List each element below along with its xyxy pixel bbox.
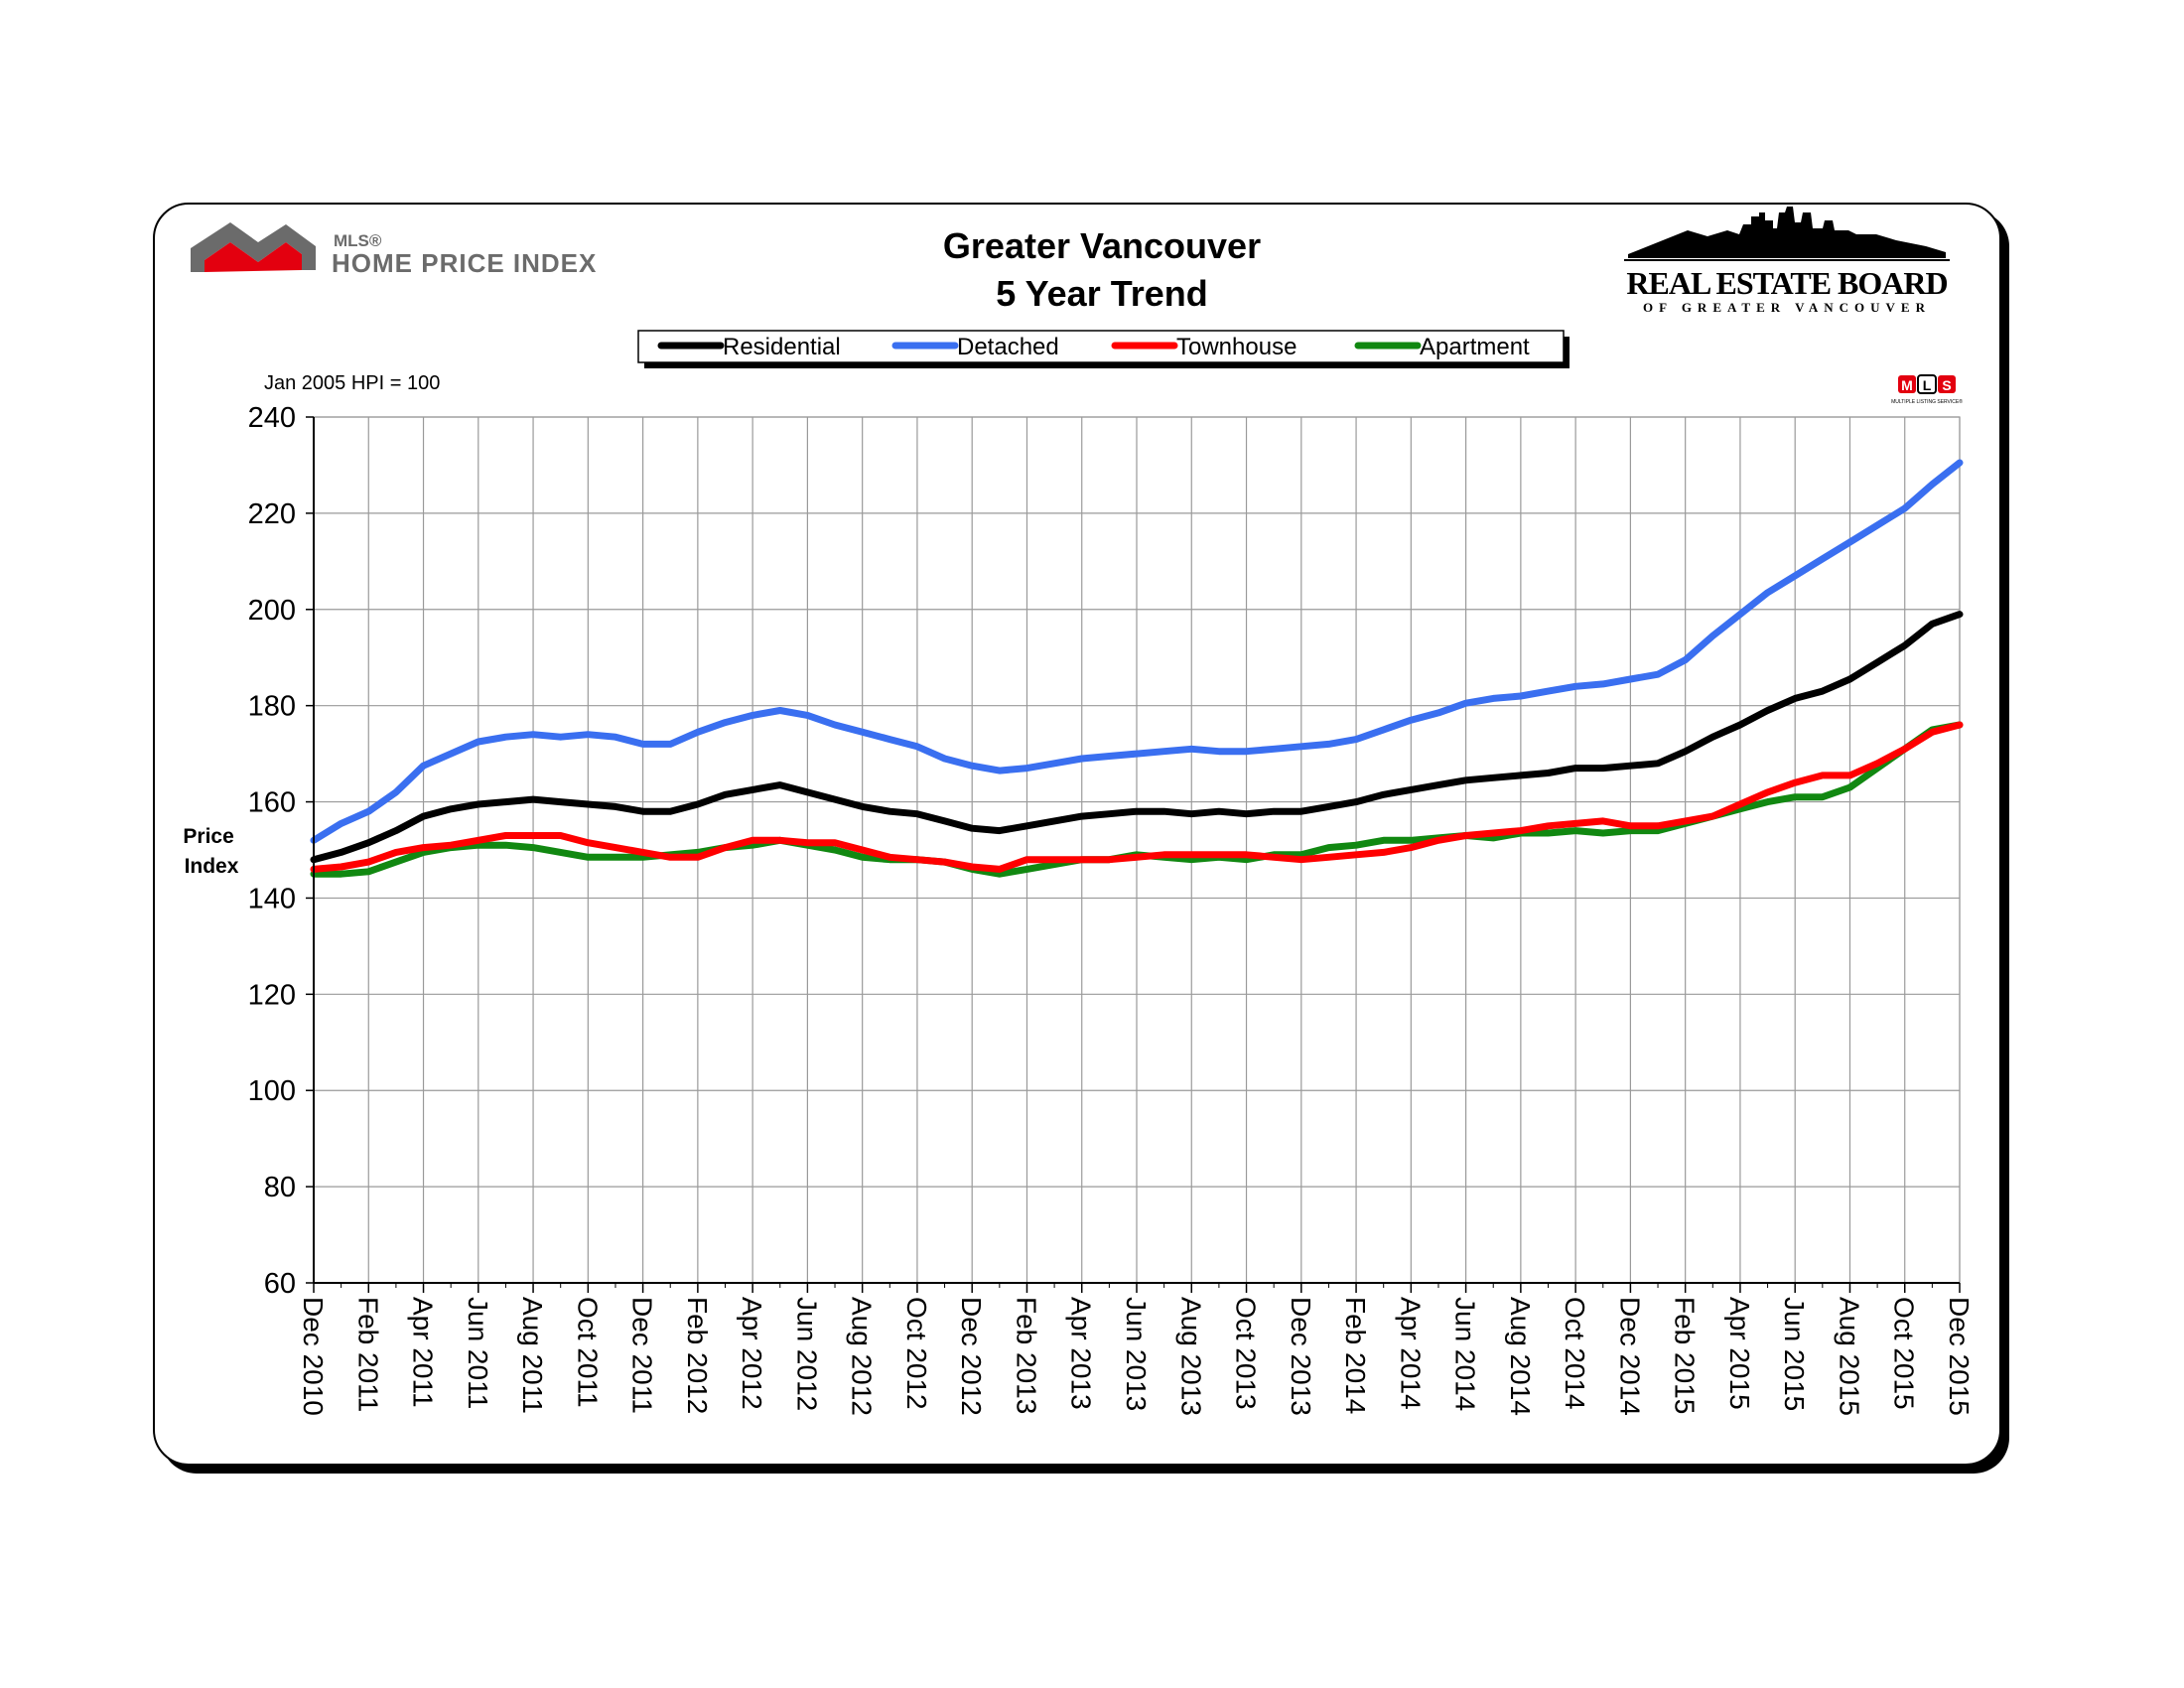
hpi-logo: MLS® HOME PRICE INDEX (191, 222, 597, 278)
x-tick-label: Feb 2014 (1340, 1297, 1371, 1414)
x-tick-label: Jun 2015 (1779, 1297, 1810, 1411)
series-lines (310, 459, 1964, 878)
x-tick-label: Apr 2013 (1066, 1297, 1097, 1410)
x-tick-label: Oct 2012 (901, 1297, 932, 1410)
mls-badge-l: L (1923, 377, 1932, 393)
x-tick-label: Aug 2013 (1175, 1297, 1206, 1416)
chart-subtitle: 5 Year Trend (996, 273, 1207, 314)
y-tick-label: 120 (248, 979, 296, 1011)
series-line-detached (310, 459, 1964, 844)
series-line-townhouse (310, 721, 1964, 873)
x-tick-label: Apr 2015 (1724, 1297, 1755, 1410)
legend-label-townhouse: Townhouse (1176, 334, 1297, 360)
y-tick-label: 140 (248, 883, 296, 914)
x-tick-label: Dec 2010 (298, 1297, 329, 1416)
skyline-icon (1628, 207, 1946, 258)
axes (306, 416, 1961, 1293)
chart-title: Greater Vancouver (943, 225, 1261, 266)
y-tick-label: 100 (248, 1075, 296, 1107)
x-tick-label: Feb 2011 (352, 1297, 383, 1412)
mls-badge-caption: MULTIPLE LISTING SERVICE® (1891, 398, 1963, 405)
x-tick-label: Aug 2012 (847, 1297, 878, 1416)
mls-badge: M L S MULTIPLE LISTING SERVICE® (1891, 374, 1963, 405)
legend: Residential Detached Townhouse Apartment (637, 330, 1570, 368)
x-tick-label: Dec 2011 (627, 1297, 658, 1414)
x-tick-label: Apr 2011 (408, 1297, 439, 1408)
x-tick-label: Aug 2011 (517, 1297, 548, 1414)
x-tick-label: Dec 2012 (956, 1297, 987, 1416)
x-tick-label: Jun 2011 (463, 1297, 493, 1409)
series-line-residential (310, 611, 1964, 864)
board-logo-sub-text: OF GREATER VANCOUVER (1643, 300, 1931, 315)
y-tick-label: 220 (248, 498, 296, 530)
x-tick-label: Aug 2015 (1834, 1297, 1864, 1416)
legend-label-detached: Detached (957, 334, 1059, 360)
legend-label-apartment: Apartment (1420, 334, 1530, 360)
mls-badge-m-box (1898, 375, 1916, 393)
x-tick-labels: Dec 2010 Feb 2011 Apr 2011 Jun 2011 Aug 2011… (298, 1297, 1975, 1416)
mls-badge-s: S (1942, 377, 1951, 393)
hpi-base-note: Jan 2005 HPI = 100 (264, 372, 440, 394)
y-tick-label: 240 (248, 402, 296, 434)
mls-badge-m: M (1901, 377, 1913, 393)
x-tick-label: Oct 2013 (1231, 1297, 1262, 1410)
x-tick-label: Oct 2011 (572, 1297, 603, 1408)
x-tick-label: Feb 2012 (682, 1297, 713, 1414)
x-tick-label: Jun 2014 (1450, 1297, 1481, 1411)
board-logo: REAL ESTATE BOARD OF GREATER VANCOUVER (1624, 207, 1950, 315)
x-tick-label: Oct 2014 (1560, 1297, 1590, 1410)
board-logo-main-text: REAL ESTATE BOARD (1626, 265, 1947, 301)
legend-label-residential: Residential (723, 334, 841, 360)
x-tick-label: Dec 2013 (1286, 1297, 1316, 1416)
x-tick-label: Feb 2015 (1670, 1297, 1701, 1414)
x-tick-label: Jun 2013 (1121, 1297, 1152, 1411)
x-tick-label: Jun 2012 (791, 1297, 822, 1411)
x-tick-label: Dec 2014 (1614, 1297, 1645, 1416)
x-tick-label: Apr 2012 (737, 1297, 767, 1410)
y-tick-label: 80 (264, 1172, 296, 1203)
y-tick-label: 200 (248, 595, 296, 627)
y-tick-label: 60 (264, 1268, 296, 1300)
mls-badge-s-box (1938, 375, 1956, 393)
y-tick-label: 180 (248, 691, 296, 723)
x-tick-label: Oct 2015 (1889, 1297, 1920, 1410)
mls-badge-l-box (1917, 374, 1937, 394)
x-tick-label: Aug 2014 (1505, 1297, 1536, 1416)
x-tick-label: Feb 2013 (1011, 1297, 1041, 1414)
y-tick-labels: 60 80 100 120 140 160 180 200 220 240 (248, 402, 296, 1300)
y-axis-label: Price Index (183, 825, 239, 878)
chart-card (153, 203, 2001, 1466)
x-tick-label: Dec 2015 (1944, 1297, 1975, 1416)
hpi-logo-small-text: MLS® (334, 231, 382, 250)
hpi-logo-roof-red-icon (205, 242, 302, 272)
y-tick-label: 160 (248, 787, 296, 819)
x-tick-label: Apr 2014 (1395, 1297, 1426, 1410)
hpi-logo-main-text: HOME PRICE INDEX (332, 248, 597, 278)
hpi-logo-roof-gray-icon (191, 222, 316, 272)
